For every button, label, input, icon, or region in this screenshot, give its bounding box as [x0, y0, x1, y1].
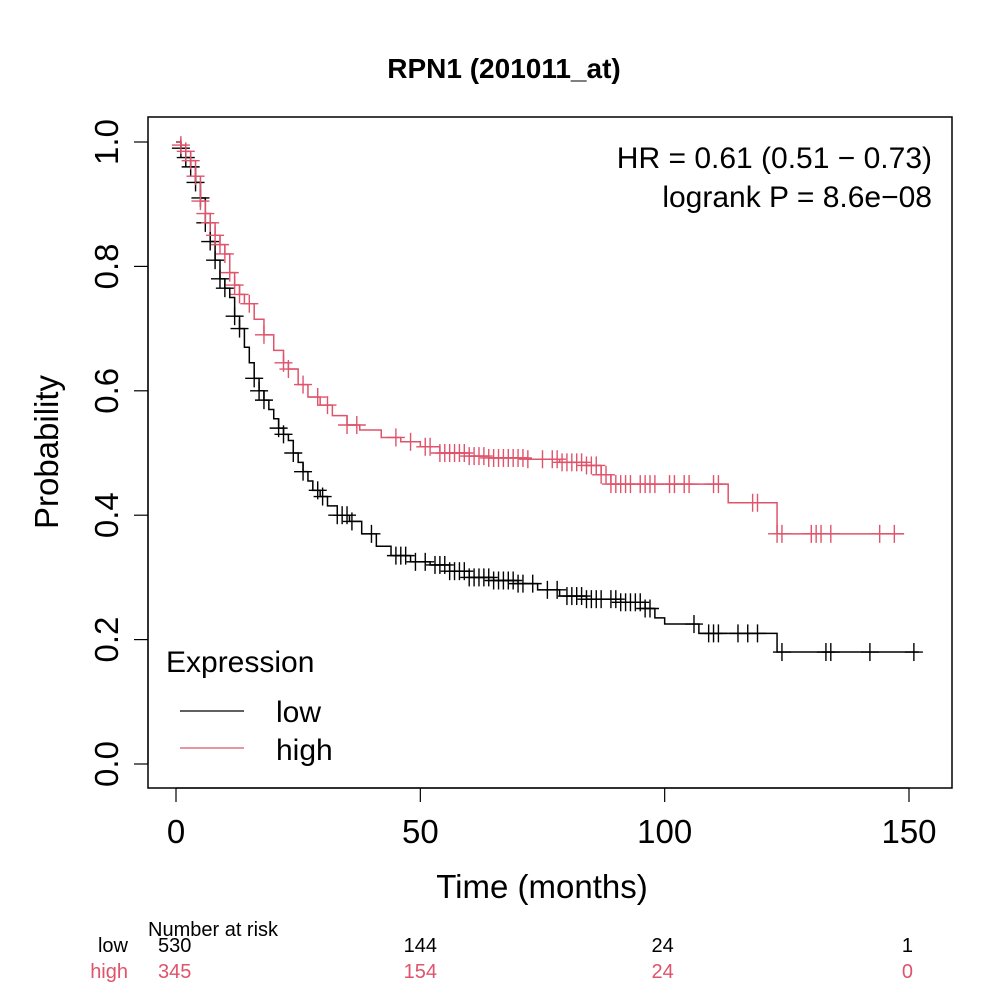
x-tick-label: 50: [402, 813, 439, 850]
curve-low: [176, 141, 919, 653]
y-tick-label: 0.6: [88, 368, 125, 414]
legend: Expression low high: [166, 646, 333, 767]
hr-annotation: HR = 0.61 (0.51 − 0.73): [617, 142, 932, 175]
risk-value-high: 0: [902, 961, 913, 983]
risk-value-low: 24: [652, 935, 674, 957]
x-axis-label: Time (months): [436, 868, 647, 905]
x-tick-label: 0: [167, 813, 185, 850]
plot-frame: [147, 116, 953, 789]
legend-title: Expression: [166, 646, 314, 679]
risk-value-low: 1: [902, 935, 913, 957]
risk-row-label-low: low: [98, 935, 129, 957]
y-axis-label: Probability: [28, 374, 65, 529]
risk-value-high: 345: [158, 961, 191, 983]
axes: 0 50 100 150 0.0 0.2 0.4 0.6 0.8 1.0: [88, 119, 937, 850]
logrank-annotation: logrank P = 8.6e−08: [662, 181, 932, 214]
risk-table: Number at risk low 530 144 24 1 high 345 154 24 0: [90, 919, 913, 983]
y-tick-label: 0.8: [88, 243, 125, 289]
x-tick-label: 150: [881, 813, 936, 850]
legend-label-low: low: [276, 696, 321, 729]
legend-label-high: high: [276, 734, 333, 767]
x-tick-label: 100: [637, 813, 692, 850]
y-tick-label: 0.2: [88, 617, 125, 663]
survival-curves: [171, 136, 923, 662]
risk-value-low: 144: [404, 935, 437, 957]
y-tick-label: 0.4: [88, 492, 125, 538]
risk-row-label-high: high: [90, 961, 128, 983]
chart-title: RPN1 (201011_at): [387, 53, 620, 84]
y-tick-label: 1.0: [88, 119, 125, 165]
risk-value-high: 154: [404, 961, 437, 983]
y-tick-label: 0.0: [88, 741, 125, 787]
risk-value-high: 24: [652, 961, 674, 983]
risk-value-low: 530: [158, 935, 191, 957]
risk-table-header: Number at risk: [148, 919, 279, 941]
